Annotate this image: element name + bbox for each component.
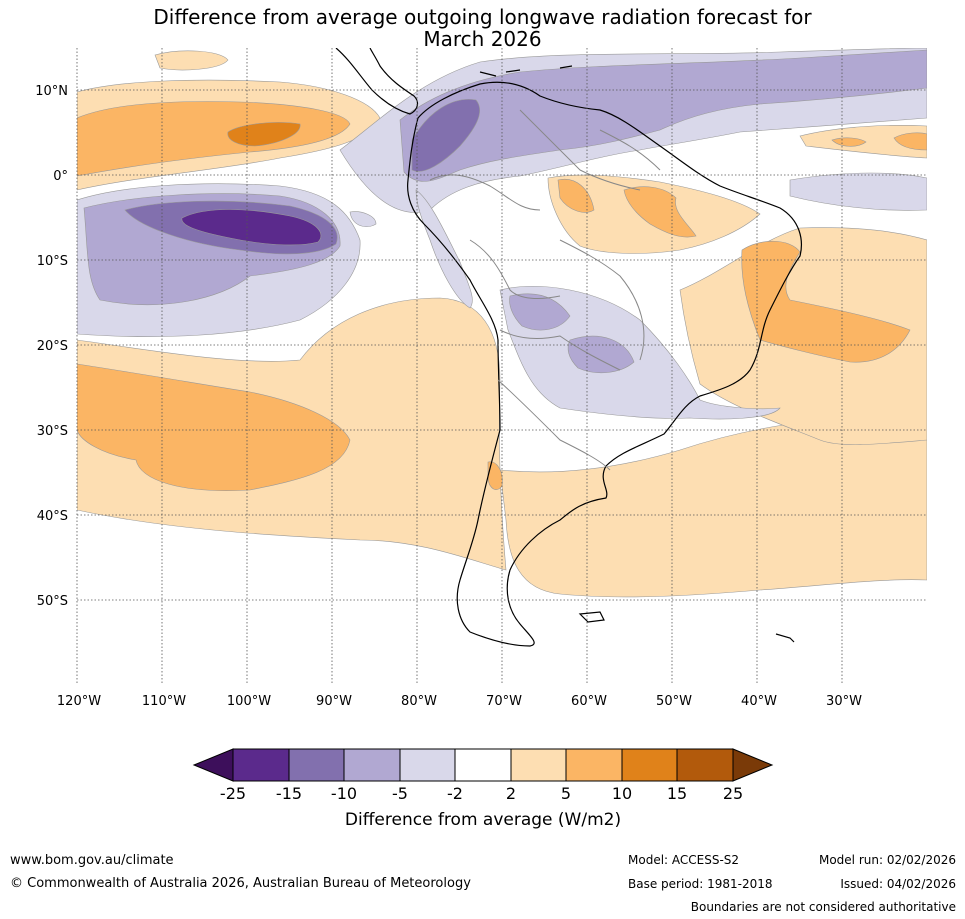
anomaly-region (893, 132, 927, 151)
anomaly-region (789, 172, 927, 211)
anomaly-region (623, 186, 697, 238)
anomaly-region (831, 137, 867, 147)
colorbar-extend-left (192, 748, 234, 782)
anomaly-region (154, 50, 229, 71)
country-borders (429, 109, 661, 471)
colorbar-bin (232, 748, 290, 782)
country-border (499, 329, 621, 371)
colorbar-tick: -2 (447, 784, 463, 803)
latitude-labels: 10°N 0° 10°S 20°S 30°S 40°S 50°S (35, 84, 68, 609)
lon-label: 30°W (826, 694, 862, 709)
colorbar-tick: 10 (612, 784, 632, 803)
chart-title-line1: Difference from average outgoing longwav… (153, 5, 812, 29)
colorbar-bin (676, 748, 734, 782)
country-border (559, 239, 645, 361)
website-link[interactable]: www.bom.gov.au/climate (10, 853, 174, 868)
anomaly-region (499, 415, 927, 598)
caribbean-islands (479, 65, 573, 77)
anomaly-region (349, 211, 377, 227)
lon-label: 70°W (486, 694, 522, 709)
country-border (599, 129, 661, 171)
colorbar-ticks: -25 -15 -10 -5 -2 2 5 10 15 25 Differenc… (220, 784, 743, 830)
colorbar-tick: 15 (667, 784, 687, 803)
colorbar-tick: -10 (331, 784, 357, 803)
issued-text: Issued: 04/02/2026 (840, 877, 956, 891)
anomaly-region (227, 122, 301, 147)
lat-label: 10°N (35, 84, 68, 99)
lat-label: 0° (53, 169, 68, 184)
model-text: Model: ACCESS-S2 (628, 853, 740, 867)
anomaly-region (557, 178, 595, 213)
lat-label: 40°S (37, 509, 68, 524)
anomaly-region (399, 49, 927, 182)
south-america-coastline (407, 81, 802, 647)
colorbar-tick: -15 (276, 784, 302, 803)
base-period-text: Base period: 1981-2018 (628, 877, 773, 891)
anomaly-region (181, 209, 322, 246)
lat-label: 20°S (37, 339, 68, 354)
lon-label: 90°W (316, 694, 352, 709)
falkland-islands (578, 611, 605, 623)
colorbar-bin (288, 748, 345, 782)
lon-label: 80°W (401, 694, 437, 709)
longitude-labels: 120°W 110°W 100°W 90°W 80°W 70°W 60°W 50… (57, 694, 862, 709)
lat-label: 30°S (37, 424, 68, 439)
lon-label: 120°W (57, 694, 101, 709)
anomaly-region (499, 285, 781, 420)
colorbar-tick: 5 (561, 784, 571, 803)
lon-label: 50°W (656, 694, 692, 709)
central-america-coastline (335, 48, 419, 115)
anomaly-field (77, 48, 927, 598)
country-border (469, 239, 561, 299)
country-border (497, 379, 611, 471)
lat-label: 50°S (37, 594, 68, 609)
colorbar-tick: -25 (220, 784, 246, 803)
colorbar-bin (565, 748, 623, 782)
model-run-text: Model run: 02/02/2026 (818, 853, 956, 867)
anomaly-region (77, 101, 351, 177)
lon-label: 110°W (142, 694, 186, 709)
lon-label: 40°W (741, 694, 777, 709)
south-georgia (775, 633, 795, 643)
colorbar-bin (621, 748, 678, 782)
anomaly-region (411, 99, 480, 172)
colorbar-tick: -5 (392, 784, 408, 803)
country-border (429, 174, 541, 211)
colorbar-bin (454, 748, 512, 782)
copyright-text: © Commonwealth of Australia 2026, Austra… (10, 876, 471, 891)
colorbar-bin (343, 748, 401, 782)
anomaly-region (415, 189, 473, 309)
chart-title-line2: March 2026 (423, 27, 542, 51)
graticule (76, 48, 927, 685)
colorbar-bin (399, 748, 456, 782)
colorbar-bin (510, 748, 567, 782)
anomaly-region (741, 240, 911, 363)
colorbar-label: Difference from average (W/m2) (345, 810, 621, 830)
colorbar (192, 748, 774, 782)
anomaly-region (509, 293, 571, 331)
colorbar-tick: 25 (723, 784, 743, 803)
country-border (519, 109, 641, 191)
lat-label: 10°S (37, 254, 68, 269)
colorbar-tick: 2 (506, 784, 516, 803)
disclaimer-text: Boundaries are not considered authoritat… (690, 900, 956, 914)
lon-label: 60°W (571, 694, 607, 709)
colorbar-extend-right (732, 748, 774, 782)
coastline (335, 48, 802, 647)
anomaly-region (77, 363, 351, 491)
lon-label: 100°W (227, 694, 271, 709)
